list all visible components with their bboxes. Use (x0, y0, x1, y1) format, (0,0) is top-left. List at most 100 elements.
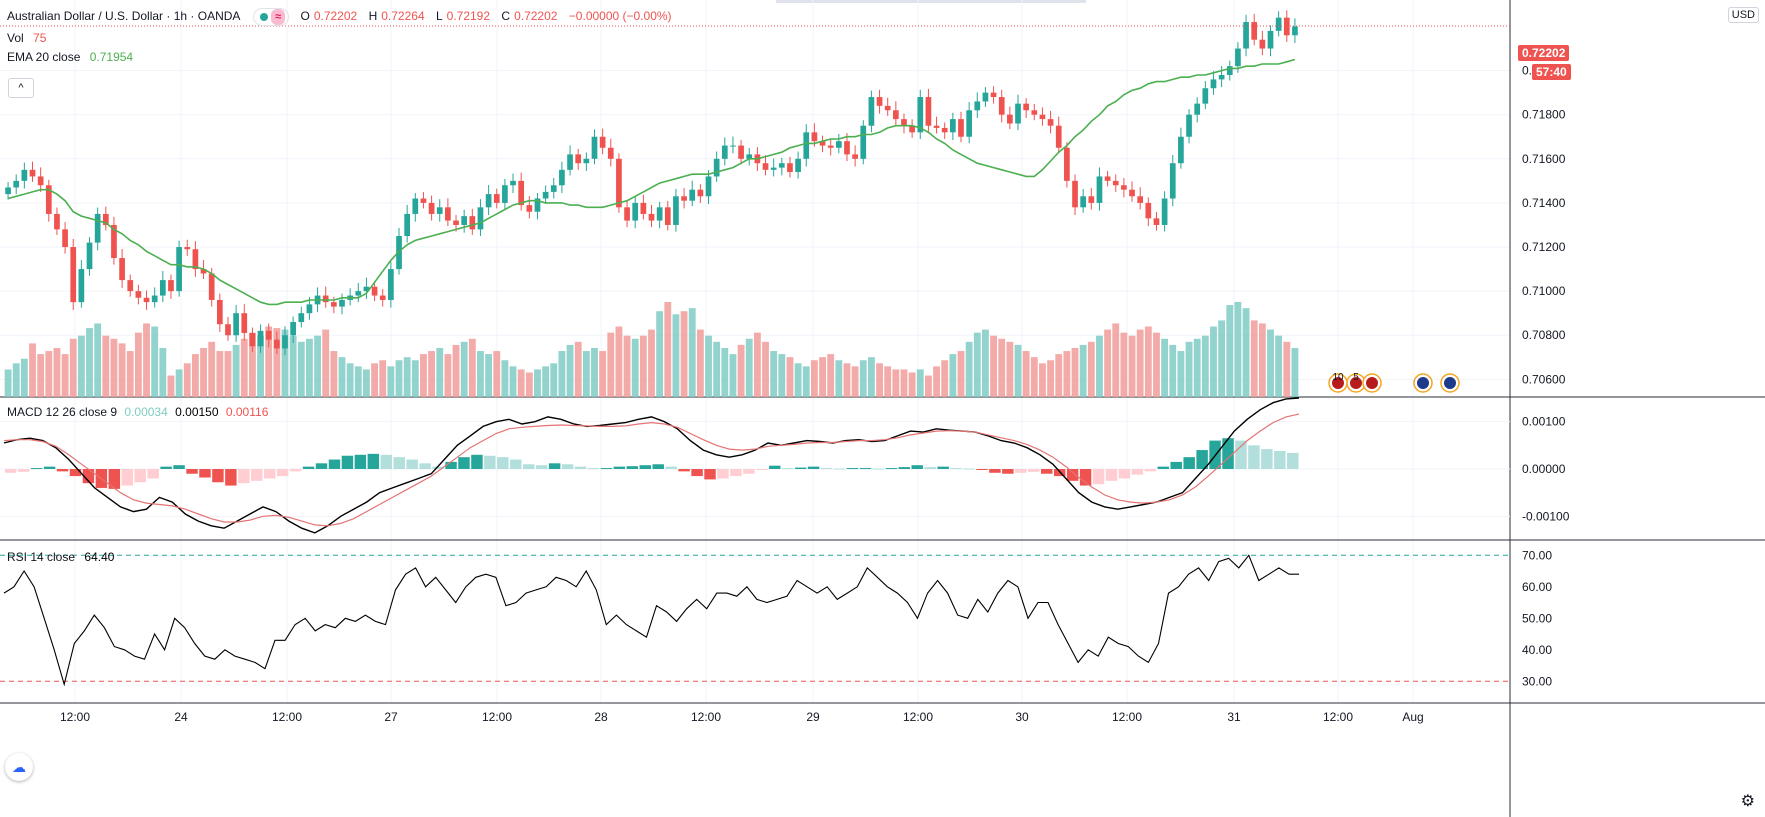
macd-histogram-bar (1170, 461, 1182, 469)
volume-bar (558, 351, 566, 397)
volume-bar (1055, 354, 1063, 397)
macd-histogram-bar (134, 469, 146, 483)
volume-bar (639, 335, 647, 397)
macd-histogram-bar (108, 469, 121, 489)
symbol-title: Australian Dollar / U.S. Dollar · 1h · O… (7, 9, 240, 24)
volume-bar (680, 311, 688, 397)
volume-bar (1210, 326, 1217, 397)
macd-histogram-bar (276, 469, 289, 477)
volume-bar (53, 347, 61, 397)
volume-bar (460, 341, 468, 397)
candle-body (1088, 196, 1095, 203)
candle-body (249, 333, 256, 347)
candle-body (1259, 39, 1266, 49)
candle-body (1112, 180, 1119, 186)
volume-bar (69, 338, 77, 397)
gear-icon[interactable]: ⚙ (1740, 793, 1755, 810)
macd-histogram-bar (302, 466, 315, 469)
candle-body (901, 119, 907, 126)
macd-histogram-bar (846, 468, 859, 470)
candle-body (616, 158, 622, 208)
flag-icon (1366, 377, 1378, 389)
candle-body (510, 180, 516, 186)
volume-bar (444, 354, 452, 397)
volume-bar (591, 347, 598, 397)
volume-bar (1006, 341, 1014, 397)
price-tick-label: 0.71200 (1522, 240, 1566, 254)
volume-legend[interactable]: Vol 75 (7, 31, 46, 45)
macd-histogram-bar (419, 463, 431, 469)
candle-body (958, 119, 964, 137)
macd-histogram-bar (1235, 440, 1247, 469)
macd-histogram-bar (199, 469, 211, 478)
candle-body (664, 207, 671, 225)
candle-body (966, 110, 972, 137)
series-toggle[interactable]: ≈ (253, 8, 290, 26)
volume-bar (753, 332, 761, 397)
candle-body (339, 299, 345, 307)
macd-histogram-bar (160, 466, 172, 469)
candle-body (575, 154, 582, 164)
volume-bar (1161, 338, 1169, 397)
candle-body (21, 169, 28, 181)
tradingview-logo-icon[interactable]: ☁ (5, 753, 33, 781)
collapse-legend-button[interactable]: ^ (8, 78, 34, 98)
rsi-legend[interactable]: RSI 14 close 64.40 (7, 550, 114, 564)
price-tick-label: 0.70600 (1522, 372, 1566, 386)
volume-bar (452, 344, 460, 397)
candle-body (13, 180, 20, 188)
volume-bar (224, 351, 232, 397)
candle-body (998, 97, 1005, 115)
candle-body (102, 213, 109, 225)
rsi-tick-label: 30.00 (1522, 674, 1552, 688)
volume-bar (37, 354, 45, 397)
candle-body (1202, 88, 1209, 104)
volume-bar (134, 332, 142, 397)
macd-histogram-bar (548, 463, 561, 469)
candle-body (1283, 17, 1290, 36)
volume-bar (916, 369, 924, 397)
volume-bar (1226, 305, 1234, 397)
candle-body (445, 207, 451, 221)
candle-body (1055, 125, 1062, 148)
macd-histogram-bar (587, 468, 600, 470)
volume-bar (664, 302, 672, 397)
candle-body (762, 163, 769, 170)
price-tick-label: 0.70800 (1522, 328, 1566, 342)
macd-histogram-bar (911, 465, 923, 469)
flag-icon (1350, 377, 1362, 389)
low-value: 0.72192 (446, 9, 491, 24)
candle-body (428, 202, 435, 214)
currency-button[interactable]: USD (1727, 7, 1759, 23)
candle-body (1121, 185, 1127, 190)
macd-legend[interactable]: MACD 12 26 close 9 0.00034 0.00150 0.001… (7, 405, 268, 419)
macd-histogram-bar (1015, 469, 1027, 473)
change-value: −0.00000 (−0.00%) (568, 9, 672, 24)
candle-body (1080, 196, 1087, 208)
macd-histogram-bar (1079, 469, 1092, 486)
candle-body (534, 198, 541, 212)
volume-bar (363, 369, 370, 397)
open-value: 0.72202 (313, 9, 358, 24)
candle-body (542, 191, 549, 199)
last-price-tag: 0.72202 (1518, 45, 1570, 61)
candle-body (892, 110, 899, 120)
candle-body (1129, 189, 1135, 197)
macd-histogram-bar (665, 466, 677, 469)
rsi-line (3, 554, 1299, 687)
candle-body (379, 295, 386, 300)
macd-histogram-bar (769, 465, 781, 469)
low-label: L (435, 9, 443, 24)
candle-body (1210, 79, 1217, 89)
macd-histogram-bar (82, 469, 95, 484)
ema-legend[interactable]: EMA 20 close 0.71954 (7, 50, 133, 64)
candle-body (200, 269, 207, 274)
time-axis-label: 27 (384, 710, 398, 724)
candle-body (168, 280, 174, 292)
macd-histogram-bar (898, 467, 910, 469)
volume-bar (1250, 320, 1258, 397)
macd-histogram-bar (937, 466, 949, 469)
volume-bar (1063, 351, 1071, 397)
candle-body (884, 105, 891, 111)
